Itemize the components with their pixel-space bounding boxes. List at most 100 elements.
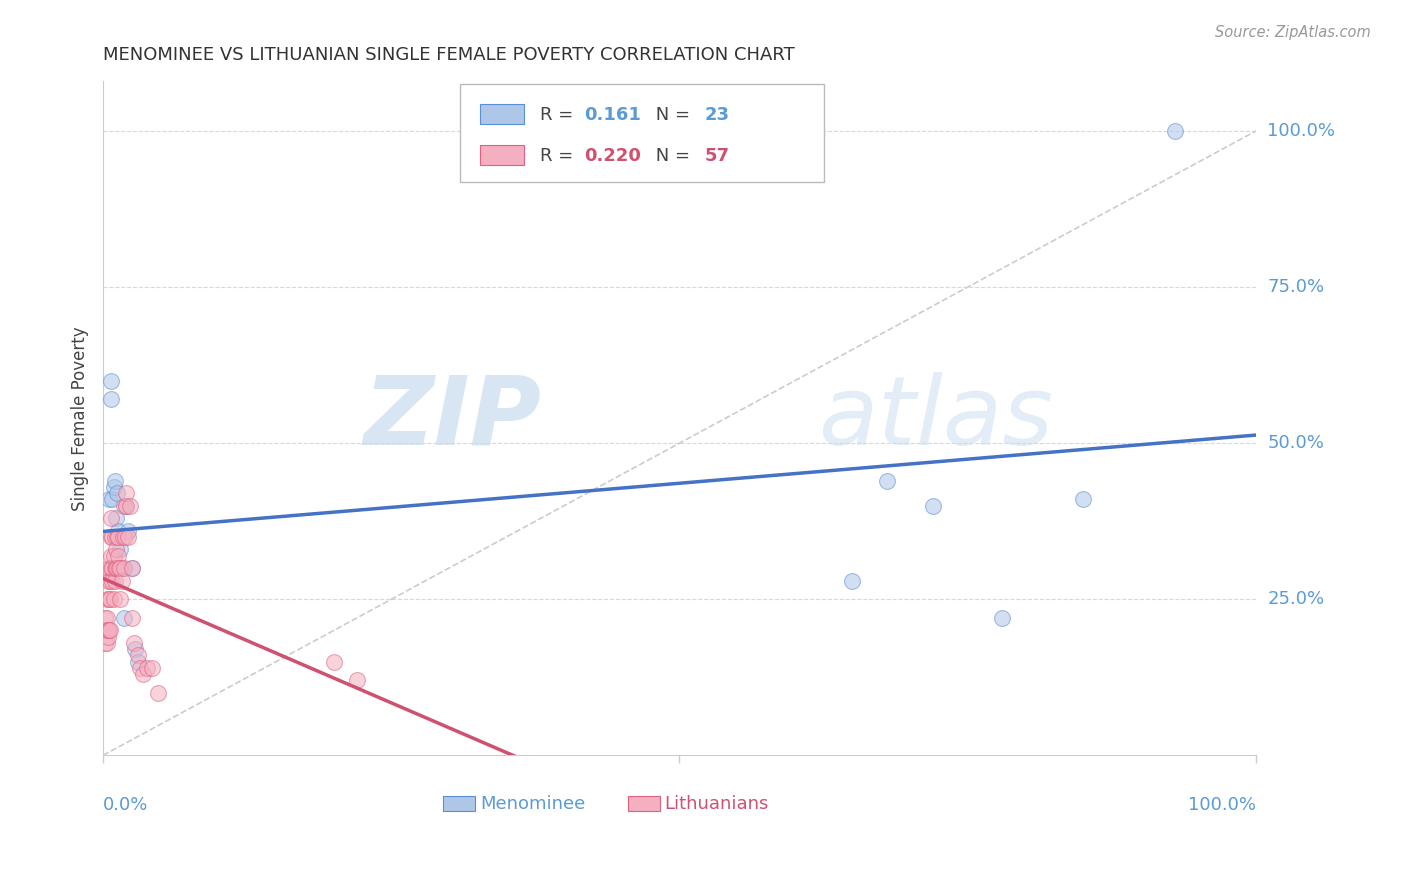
Point [100,561,122,575]
Point [132,667,155,681]
Point [100,511,122,525]
Point [110,574,132,588]
Text: Menominee: Menominee [479,795,585,813]
Point [98,592,121,607]
Point [104,511,127,525]
Point [141,661,163,675]
Point [94,636,117,650]
Point [101,492,124,507]
FancyBboxPatch shape [443,797,475,812]
Point [111,530,134,544]
Point [1164,124,1187,138]
Text: atlas: atlas [818,372,1053,465]
Point [127,655,149,669]
Text: ZIP: ZIP [363,372,541,465]
Text: 75.0%: 75.0% [1267,278,1324,296]
Point [876,474,898,488]
Point [108,561,131,575]
Point [101,574,124,588]
Point [112,611,135,625]
Text: 0.161: 0.161 [583,106,641,124]
Point [105,530,128,544]
Point [991,611,1014,625]
Point [841,574,863,588]
Y-axis label: Single Female Poverty: Single Female Poverty [72,326,89,510]
Text: Lithuanians: Lithuanians [665,795,769,813]
Text: 50.0%: 50.0% [1267,434,1324,452]
Point [101,561,124,575]
Text: N =: N = [650,147,696,165]
Point [346,673,368,688]
Point [100,374,122,388]
Point [101,530,124,544]
Point [97,624,120,638]
Point [110,542,132,557]
Point [122,636,145,650]
Text: 0.0%: 0.0% [103,796,149,814]
Point [105,561,128,575]
Point [117,530,139,544]
Point [1071,492,1094,507]
Point [104,474,127,488]
Point [107,530,129,544]
Point [96,636,118,650]
Point [112,499,135,513]
Point [103,592,125,607]
Point [117,524,139,538]
FancyBboxPatch shape [479,103,524,124]
Point [103,549,125,563]
Point [97,492,120,507]
Text: MENOMINEE VS LITHUANIAN SINGLE FEMALE POVERTY CORRELATION CHART: MENOMINEE VS LITHUANIAN SINGLE FEMALE PO… [103,46,794,64]
Point [124,642,146,657]
Point [322,655,344,669]
Point [96,624,118,638]
Text: R =: R = [540,106,579,124]
Point [104,542,127,557]
FancyBboxPatch shape [479,145,524,165]
Point [118,499,141,513]
Point [104,561,127,575]
Point [97,624,120,638]
Text: Source: ZipAtlas.com: Source: ZipAtlas.com [1215,25,1371,40]
Point [98,574,121,588]
Point [97,561,120,575]
Text: R =: R = [540,147,579,165]
Point [121,611,143,625]
FancyBboxPatch shape [461,85,824,182]
Text: 0.220: 0.220 [583,147,641,165]
Point [97,630,120,644]
Point [100,392,122,407]
Text: 100.0%: 100.0% [1267,122,1336,140]
Point [105,486,128,500]
Point [98,624,121,638]
Point [121,561,143,575]
Point [104,574,127,588]
Point [104,561,127,575]
Point [96,592,118,607]
Point [922,499,945,513]
Point [121,561,143,575]
Text: N =: N = [650,106,696,124]
Point [110,561,132,575]
Point [96,611,118,625]
Point [136,661,159,675]
Point [94,624,117,638]
Point [110,592,132,607]
Point [114,530,136,544]
Point [103,480,125,494]
Point [127,648,149,663]
Point [110,561,132,575]
Point [97,592,120,607]
Text: 57: 57 [704,147,730,165]
Point [129,661,152,675]
Point [148,686,170,700]
Point [115,499,138,513]
Point [94,611,117,625]
Point [100,549,122,563]
Point [115,499,138,513]
Point [97,574,120,588]
FancyBboxPatch shape [627,797,659,812]
Point [112,561,135,575]
Text: 25.0%: 25.0% [1267,591,1324,608]
Point [107,524,129,538]
